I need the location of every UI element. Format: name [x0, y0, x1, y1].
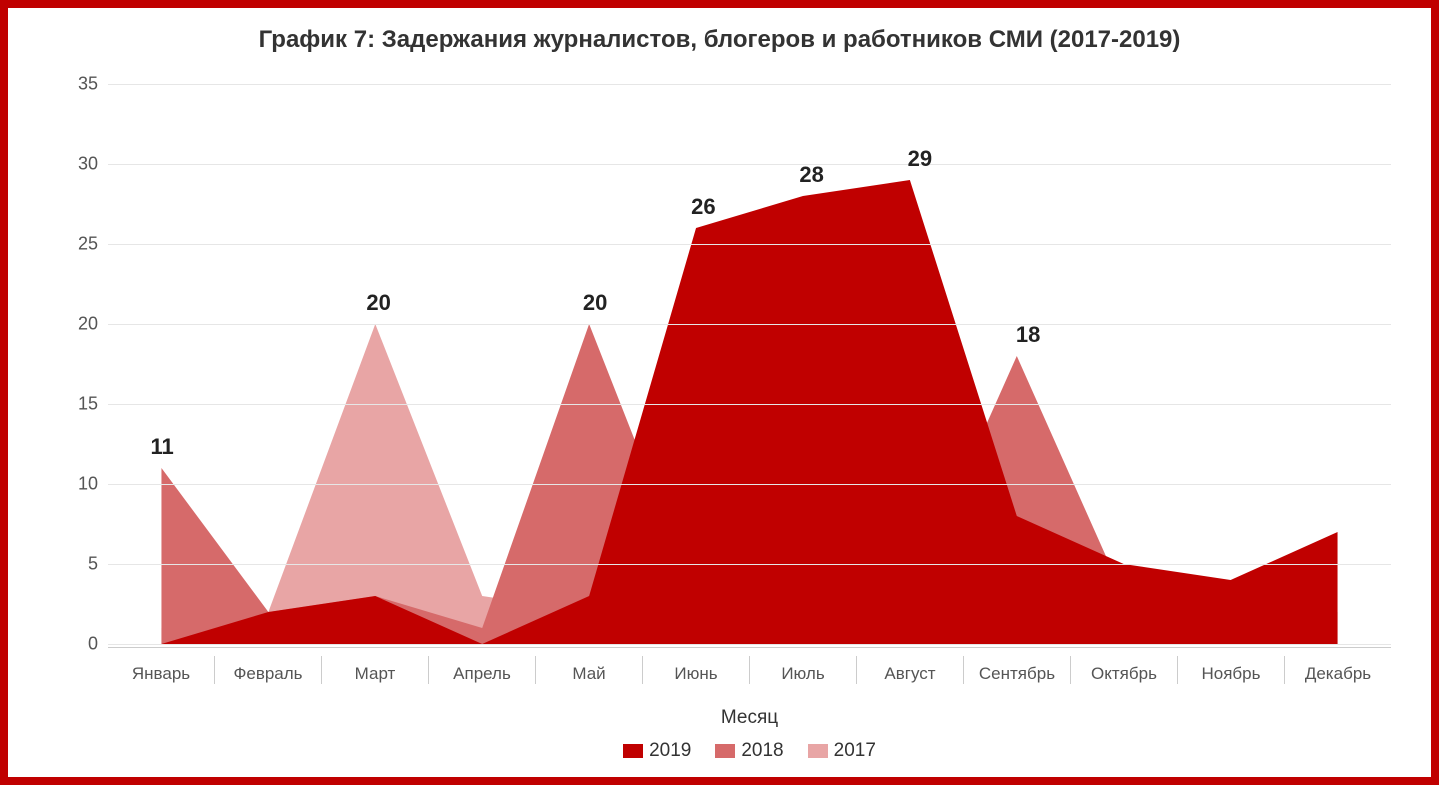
grid-line	[108, 404, 1391, 405]
y-tick-label: 20	[58, 314, 98, 335]
x-tick-label: Август	[856, 656, 963, 684]
x-tick-label: Сентябрь	[963, 656, 1070, 684]
data-label: 18	[1016, 322, 1040, 348]
legend: 2019 2018 2017	[108, 740, 1391, 762]
x-axis-title: Месяц	[108, 707, 1391, 729]
x-axis-line	[108, 647, 1391, 648]
grid-line	[108, 484, 1391, 485]
legend-label: 2017	[834, 740, 876, 762]
x-tick-label: Ноябрь	[1177, 656, 1284, 684]
x-tick-label: Июль	[749, 656, 856, 684]
legend-swatch	[808, 744, 828, 758]
data-label: 26	[691, 194, 715, 220]
x-tick-label: Январь	[108, 656, 214, 684]
data-label: 28	[799, 162, 823, 188]
y-tick-label: 0	[58, 634, 98, 655]
legend-label: 2018	[741, 740, 783, 762]
x-tick-label: Декабрь	[1284, 656, 1391, 684]
x-tick-label: Февраль	[214, 656, 321, 684]
chart-frame: График 7: Задержания журналистов, блогер…	[0, 0, 1439, 785]
grid-line	[108, 644, 1391, 645]
legend-item-2017: 2017	[808, 740, 876, 762]
grid-line	[108, 164, 1391, 165]
grid-line	[108, 244, 1391, 245]
y-tick-label: 25	[58, 234, 98, 255]
x-tick-label: Октябрь	[1070, 656, 1177, 684]
legend-swatch	[623, 744, 643, 758]
y-tick-label: 15	[58, 394, 98, 415]
y-tick-label: 10	[58, 474, 98, 495]
x-tick-label: Май	[535, 656, 642, 684]
y-tick-label: 5	[58, 554, 98, 575]
data-label: 20	[366, 290, 390, 316]
plot-area: ЯнварьФевральМартАпрельМайИюньИюльАвгуст…	[108, 84, 1391, 644]
legend-item-2018: 2018	[715, 740, 783, 762]
grid-line	[108, 84, 1391, 85]
data-label: 11	[150, 434, 173, 460]
x-axis-ticks: ЯнварьФевральМартАпрельМайИюньИюльАвгуст…	[108, 656, 1391, 684]
grid-line	[108, 564, 1391, 565]
y-tick-label: 30	[58, 154, 98, 175]
data-label: 29	[908, 146, 932, 172]
legend-label: 2019	[649, 740, 691, 762]
area-plot-svg	[108, 84, 1391, 644]
legend-swatch	[715, 744, 735, 758]
x-tick-label: Июнь	[642, 656, 749, 684]
data-label: 20	[583, 290, 607, 316]
x-tick-label: Март	[321, 656, 428, 684]
grid-line	[108, 324, 1391, 325]
y-tick-label: 35	[58, 74, 98, 95]
chart-title: График 7: Задержания журналистов, блогер…	[8, 8, 1431, 64]
x-tick-label: Апрель	[428, 656, 535, 684]
legend-item-2019: 2019	[623, 740, 691, 762]
